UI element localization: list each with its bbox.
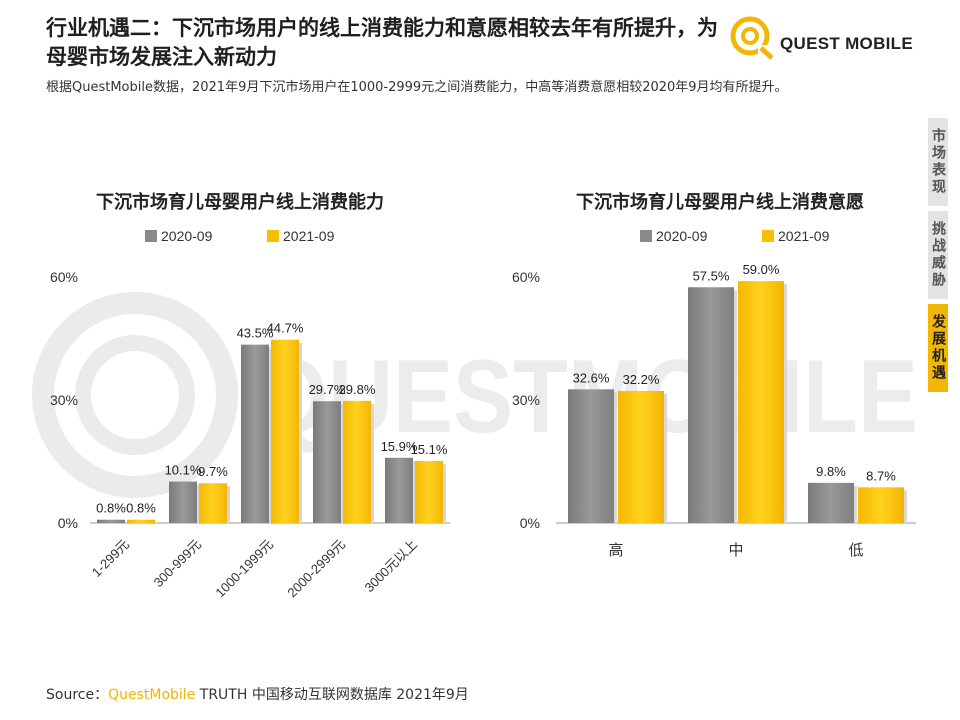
bar-2020-09-2000-2999元 bbox=[313, 401, 341, 523]
bar-2021-09-高 bbox=[618, 391, 664, 523]
data-label: 0.8% bbox=[126, 501, 156, 516]
legend-swatch-2020-09 bbox=[145, 230, 157, 242]
x-tick-label: 2000-2999元 bbox=[284, 537, 348, 601]
bar-2020-09-1-299元 bbox=[97, 520, 125, 523]
data-label: 32.2% bbox=[623, 372, 660, 387]
x-tick-label: 300-999元 bbox=[151, 537, 205, 591]
bar-2020-09-300-999元 bbox=[169, 482, 197, 523]
x-tick-label: 高 bbox=[608, 542, 623, 559]
bar-2021-09-低 bbox=[858, 487, 904, 523]
x-tick-label: 3000元以上 bbox=[361, 537, 420, 596]
x-tick-label: 1-299元 bbox=[89, 537, 132, 580]
x-tick-label: 1000-1999元 bbox=[212, 537, 276, 601]
bar-2021-09-2000-2999元 bbox=[343, 401, 371, 523]
bar-2020-09-3000元以上 bbox=[385, 458, 413, 523]
legend-swatch-2021-09 bbox=[267, 230, 279, 242]
legend-swatch-2020-09 bbox=[640, 230, 652, 242]
source-brand: QuestMobile bbox=[108, 687, 195, 703]
bar-2021-09-3000元以上 bbox=[415, 461, 443, 523]
y-tick-label: 0% bbox=[58, 515, 78, 531]
x-tick-label: 低 bbox=[848, 542, 863, 559]
data-label: 29.8% bbox=[339, 382, 376, 397]
data-label: 44.7% bbox=[267, 321, 304, 336]
legend-label: 2020-09 bbox=[161, 228, 213, 244]
data-label: 32.6% bbox=[573, 370, 610, 385]
data-label: 10.1% bbox=[165, 463, 202, 478]
bar-2020-09-低 bbox=[808, 483, 854, 523]
x-tick-label: 中 bbox=[728, 542, 743, 559]
y-tick-label: 30% bbox=[50, 392, 78, 408]
y-tick-label: 60% bbox=[512, 269, 540, 285]
bar-2020-09-中 bbox=[688, 287, 734, 523]
data-label: 59.0% bbox=[743, 262, 780, 277]
legend-label: 2020-09 bbox=[656, 228, 708, 244]
data-label: 57.5% bbox=[693, 268, 730, 283]
source-rest: TRUTH 中国移动互联网数据库 2021年9月 bbox=[195, 687, 469, 703]
bar-2020-09-高 bbox=[568, 389, 614, 523]
legend-swatch-2021-09 bbox=[762, 230, 774, 242]
data-label: 15.1% bbox=[411, 442, 448, 457]
y-tick-label: 60% bbox=[50, 269, 78, 285]
data-label: 9.8% bbox=[816, 464, 846, 479]
legend-label: 2021-09 bbox=[283, 228, 335, 244]
data-label: 8.7% bbox=[866, 468, 896, 483]
data-label: 0.8% bbox=[96, 501, 126, 516]
bar-2021-09-中 bbox=[738, 281, 784, 523]
source-note: Source：QuestMobile TRUTH 中国移动互联网数据库 2021… bbox=[46, 684, 469, 704]
legend-label: 2021-09 bbox=[778, 228, 830, 244]
bar-2021-09-1-299元 bbox=[127, 520, 155, 523]
y-tick-label: 0% bbox=[520, 515, 540, 531]
bar-2020-09-1000-1999元 bbox=[241, 345, 269, 523]
bar-2021-09-1000-1999元 bbox=[271, 340, 299, 523]
source-prefix: Source： bbox=[46, 687, 108, 703]
data-label: 9.7% bbox=[198, 464, 228, 479]
bar-2021-09-300-999元 bbox=[199, 483, 227, 523]
y-tick-label: 30% bbox=[512, 392, 540, 408]
